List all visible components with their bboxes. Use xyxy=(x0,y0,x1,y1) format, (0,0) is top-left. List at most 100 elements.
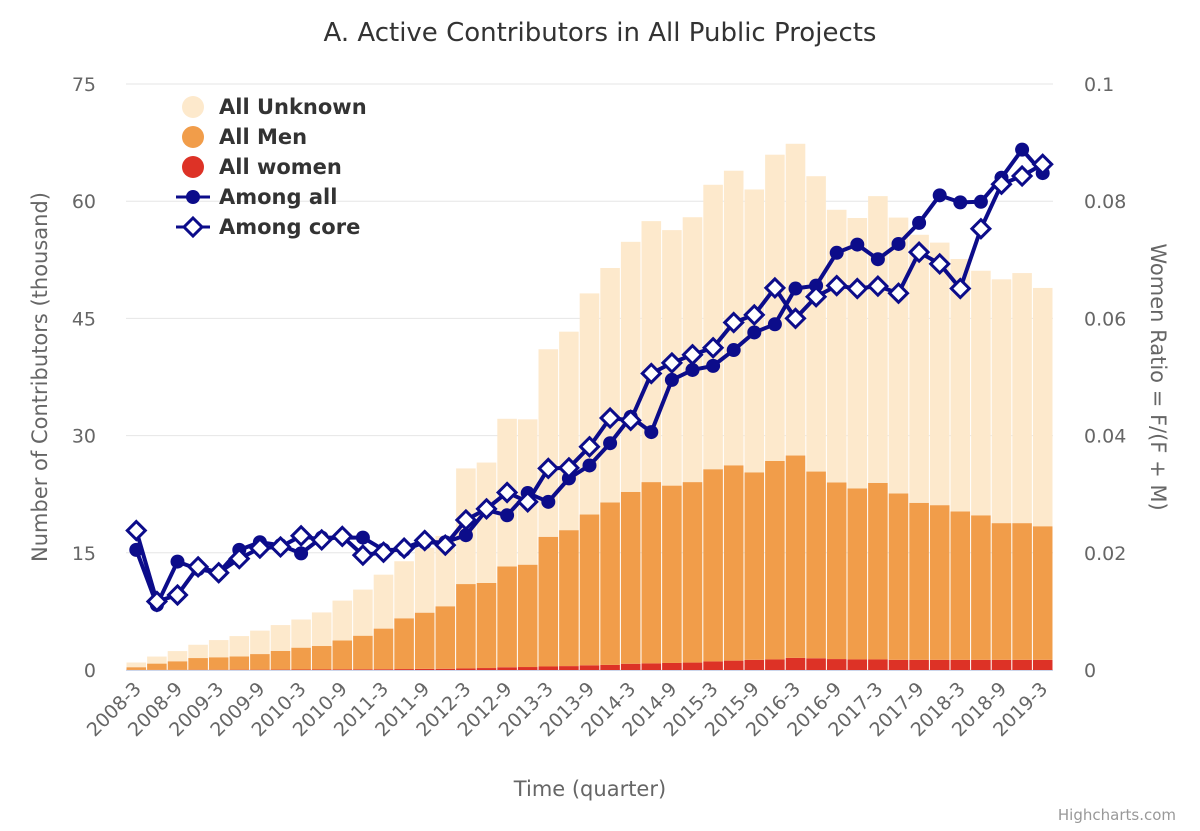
point-among-core[interactable] xyxy=(804,285,828,308)
point-among-core[interactable] xyxy=(186,555,210,578)
bar-all-unknown[interactable] xyxy=(126,662,147,668)
point-among-core[interactable] xyxy=(640,362,663,385)
point-among-core[interactable] xyxy=(660,351,684,375)
legend-item-among-core[interactable]: Among core xyxy=(176,215,360,239)
bar-all-women[interactable] xyxy=(682,662,703,670)
point-among-core[interactable] xyxy=(228,547,251,570)
bar-all-unknown[interactable] xyxy=(785,143,806,456)
point-among-all[interactable] xyxy=(664,372,679,387)
point-among-all[interactable] xyxy=(541,494,556,509)
bar-all-unknown[interactable] xyxy=(270,625,291,651)
bar-all-women[interactable] xyxy=(456,668,476,670)
bar-all-women[interactable] xyxy=(600,664,620,670)
legend-item-all-unknown[interactable]: All Unknown xyxy=(182,95,367,119)
point-among-all[interactable] xyxy=(870,252,885,267)
legend-item-all-men[interactable]: All Men xyxy=(182,125,307,149)
bar-all-women[interactable] xyxy=(497,667,517,670)
point-among-all[interactable] xyxy=(809,278,824,293)
bar-all-women[interactable] xyxy=(909,659,929,670)
point-among-all[interactable] xyxy=(685,362,700,377)
point-among-core[interactable] xyxy=(1010,164,1034,188)
point-among-core[interactable] xyxy=(207,561,230,584)
point-among-core[interactable] xyxy=(681,343,704,366)
point-among-all[interactable] xyxy=(129,542,144,557)
bar-all-men[interactable] xyxy=(703,469,723,662)
bar-all-men[interactable] xyxy=(435,606,456,669)
point-among-core[interactable] xyxy=(619,409,642,432)
bar-all-unknown[interactable] xyxy=(826,209,847,483)
bar-all-men[interactable] xyxy=(579,514,600,666)
bar-all-women[interactable] xyxy=(559,666,579,670)
bar-all-men[interactable] xyxy=(373,628,394,670)
bar-all-unknown[interactable] xyxy=(373,574,394,629)
credit-link[interactable]: Highcharts.com xyxy=(1058,806,1176,824)
point-among-core[interactable] xyxy=(537,457,560,480)
point-among-all[interactable] xyxy=(788,281,803,296)
bar-all-men[interactable] xyxy=(806,471,826,659)
bar-all-unknown[interactable] xyxy=(188,644,208,659)
point-among-core[interactable] xyxy=(516,490,539,513)
bar-all-men[interactable] xyxy=(208,657,229,670)
bar-all-men[interactable] xyxy=(826,482,847,660)
point-among-all[interactable] xyxy=(706,358,721,373)
bar-all-unknown[interactable] xyxy=(929,242,950,506)
bar-all-women[interactable] xyxy=(538,666,559,670)
bar-all-unknown[interactable] xyxy=(600,268,620,503)
point-among-all[interactable] xyxy=(170,554,185,569)
bar-all-unknown[interactable] xyxy=(950,259,971,512)
point-among-core[interactable] xyxy=(907,241,931,264)
point-among-all[interactable] xyxy=(912,215,927,230)
bar-all-unknown[interactable] xyxy=(868,196,888,483)
point-among-all[interactable] xyxy=(644,425,659,440)
bar-all-men[interactable] xyxy=(394,618,414,670)
bar-all-women[interactable] xyxy=(517,667,538,670)
point-among-core[interactable] xyxy=(722,311,745,334)
point-among-all[interactable] xyxy=(767,317,782,332)
legend-item-all-women[interactable]: All women xyxy=(182,155,342,179)
bar-all-women[interactable] xyxy=(888,659,909,670)
point-among-core[interactable] xyxy=(990,173,1013,196)
point-among-core[interactable] xyxy=(928,252,951,276)
bar-all-women[interactable] xyxy=(1032,659,1053,670)
bar-all-unknown[interactable] xyxy=(888,217,909,494)
bar-all-men[interactable] xyxy=(229,656,250,670)
bar-all-men[interactable] xyxy=(971,515,991,660)
point-among-core[interactable] xyxy=(743,303,766,327)
point-among-all[interactable] xyxy=(355,530,370,545)
bar-all-men[interactable] xyxy=(682,482,703,663)
bar-all-men[interactable] xyxy=(620,491,641,664)
bar-all-women[interactable] xyxy=(394,669,414,670)
bar-all-women[interactable] xyxy=(826,659,847,670)
bar-all-women[interactable] xyxy=(414,668,435,670)
point-among-core[interactable] xyxy=(784,307,807,330)
bar-all-unknown[interactable] xyxy=(538,349,559,537)
point-among-core[interactable] xyxy=(866,275,890,298)
bar-all-men[interactable] xyxy=(126,667,147,670)
point-among-core[interactable] xyxy=(310,528,333,552)
bar-all-women[interactable] xyxy=(765,659,785,670)
bar-all-unknown[interactable] xyxy=(435,535,456,607)
bar-all-women[interactable] xyxy=(847,659,868,670)
bar-all-unknown[interactable] xyxy=(414,547,435,613)
bar-all-women[interactable] xyxy=(332,669,353,670)
point-among-core[interactable] xyxy=(598,406,622,430)
point-among-core[interactable] xyxy=(413,529,436,552)
point-among-all[interactable] xyxy=(891,236,906,251)
point-among-core[interactable] xyxy=(763,276,787,300)
bar-all-women[interactable] xyxy=(723,660,744,670)
bar-all-men[interactable] xyxy=(1032,526,1053,660)
bar-all-men[interactable] xyxy=(414,612,435,669)
point-among-core[interactable] xyxy=(269,535,292,559)
bar-all-women[interactable] xyxy=(785,657,806,670)
bar-all-unknown[interactable] xyxy=(641,221,662,483)
bar-all-men[interactable] xyxy=(497,566,517,668)
bar-all-unknown[interactable] xyxy=(559,331,579,531)
bar-all-unknown[interactable] xyxy=(1032,287,1053,527)
bar-all-women[interactable] xyxy=(641,663,662,670)
bar-all-men[interactable] xyxy=(662,485,682,663)
bar-all-men[interactable] xyxy=(250,654,270,670)
point-among-all[interactable] xyxy=(932,188,947,203)
bar-all-women[interactable] xyxy=(476,668,497,670)
point-among-all[interactable] xyxy=(829,245,844,260)
bar-all-women[interactable] xyxy=(579,665,600,670)
